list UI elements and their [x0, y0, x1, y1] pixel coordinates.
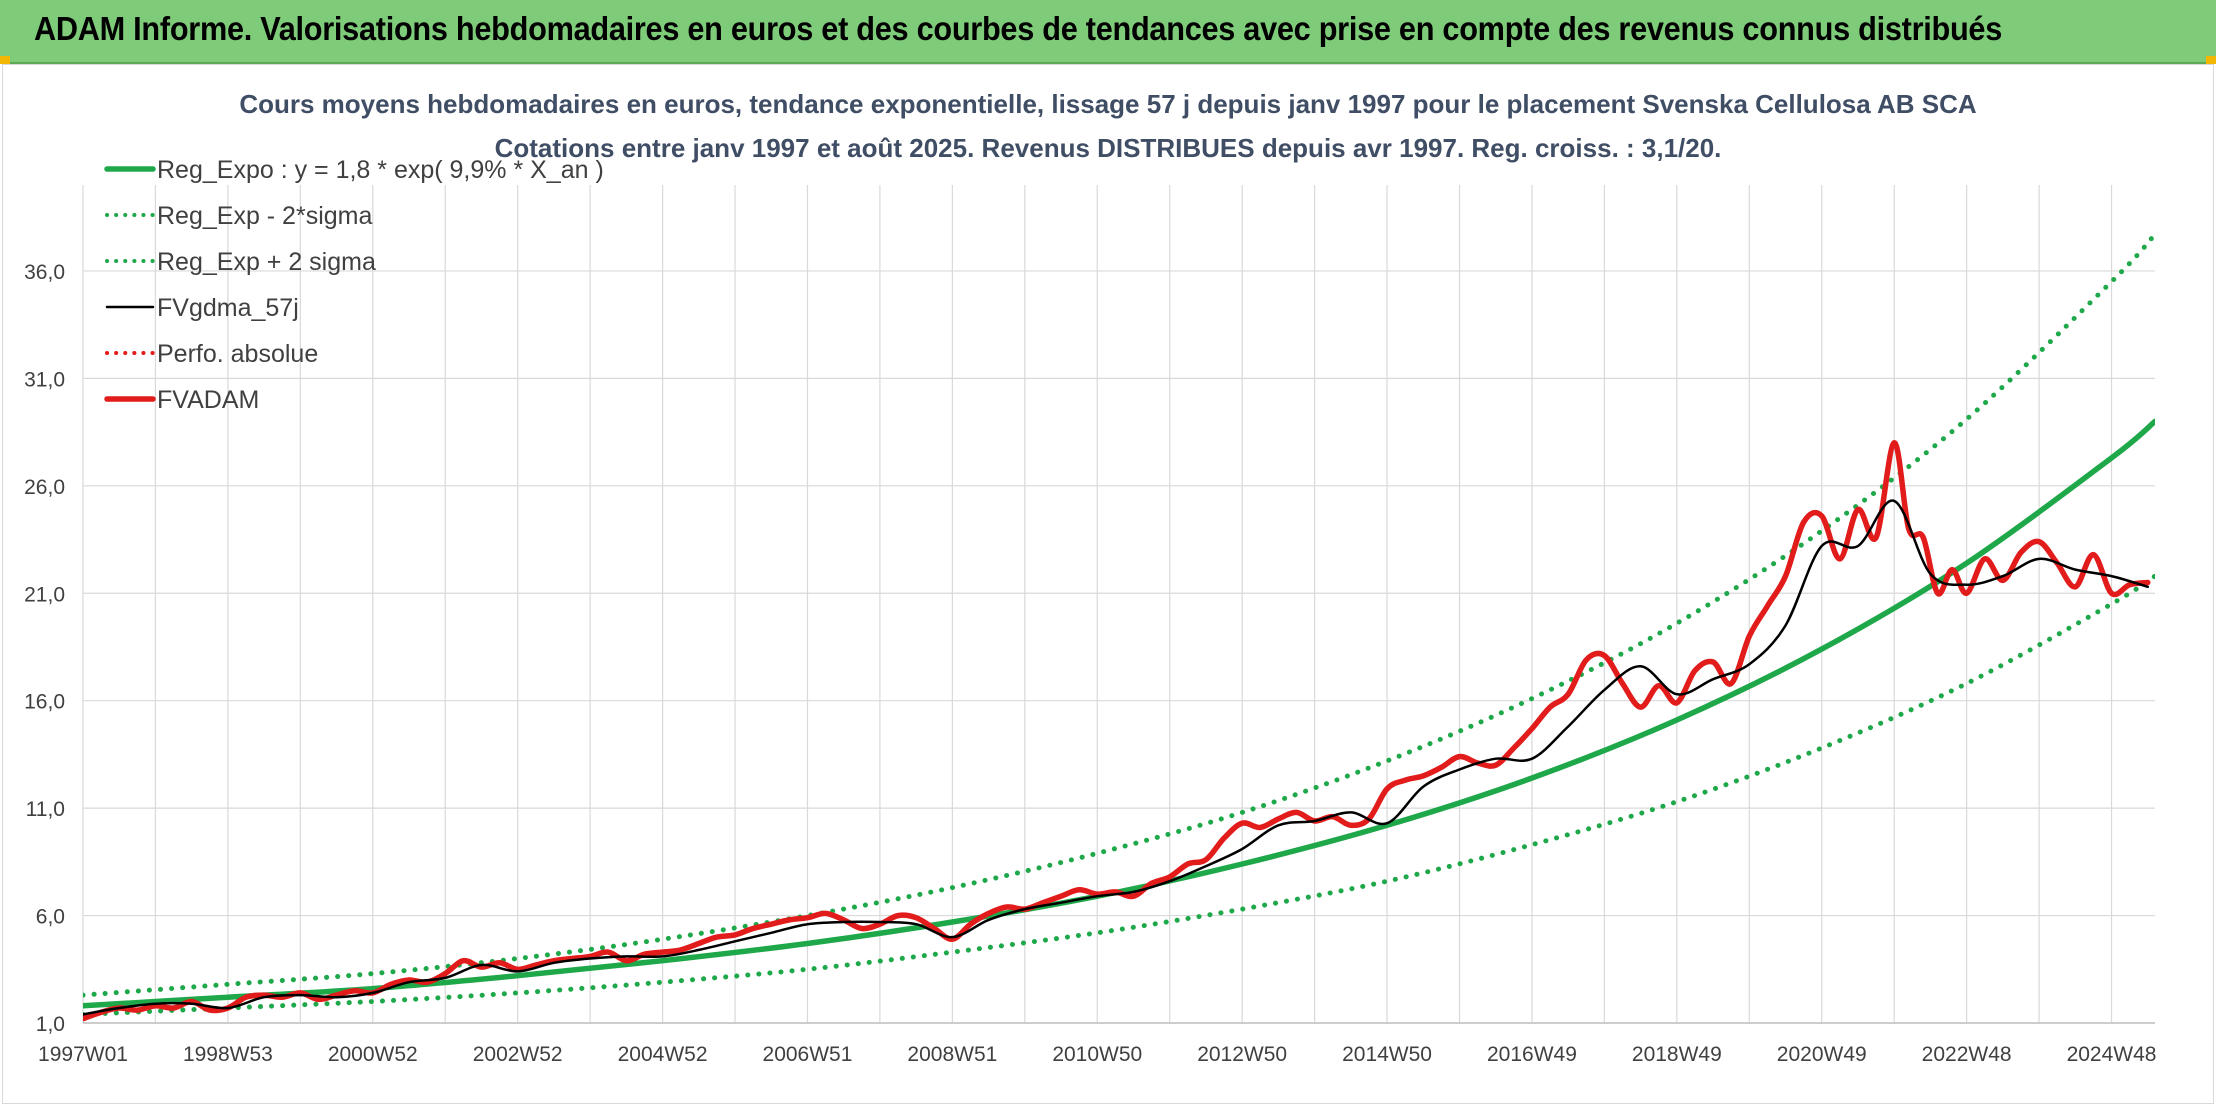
x-tick-label: 2012W50 [1197, 1043, 1287, 1066]
x-tick-label: 2008W51 [907, 1043, 997, 1066]
x-tick-label: 2006W51 [763, 1043, 853, 1066]
y-tick-label: 26,0 [24, 476, 65, 499]
chart-svg: Cours moyens hebdomadaires en euros, ten… [24, 89, 2156, 1066]
x-tick-label: 2016W49 [1487, 1043, 1577, 1066]
x-tick-label: 2020W49 [1777, 1043, 1867, 1066]
x-tick-label: 2000W52 [328, 1043, 418, 1066]
legend-label: FVADAM [157, 386, 259, 414]
report-banner: ADAM Informe. Valorisations hebdomadaire… [0, 0, 2216, 64]
x-tick-label: 1998W53 [183, 1043, 273, 1066]
series-line-5 [83, 440, 2151, 1022]
y-tick-label: 31,0 [24, 368, 65, 391]
legend: Reg_Expo : y = 1,8 * exp( 9,9% * X_an ) R… [104, 156, 604, 414]
x-tick-label: 2002W52 [473, 1043, 563, 1066]
grid [82, 185, 2155, 1024]
x-tick-label: 2014W50 [1342, 1043, 1432, 1066]
legend-label: Perfo. absolue [157, 340, 318, 368]
x-tick-label: 2022W48 [1922, 1043, 2012, 1066]
legend-label: FVgdma_57j [157, 294, 299, 322]
axes: 1,0 6,0 11,0 16,0 21,0 26,0 31,0 36,0 1997W01 199… [24, 261, 2156, 1066]
y-tick-label: 1,0 [36, 1013, 65, 1036]
x-tick-label: 2004W52 [618, 1043, 708, 1066]
corner-marker-right [2206, 56, 2216, 64]
chart-subtitle: Cotations entre janv 1997 et août 2025. … [495, 133, 1722, 163]
report-title: ADAM Informe. Valorisations hebdomadaire… [34, 10, 2003, 47]
legend-label: Reg_Expo : y = 1,8 * exp( 9,9% * X_an ) [157, 156, 604, 184]
x-tick-label: 2018W49 [1632, 1043, 1722, 1066]
y-tick-label: 36,0 [24, 261, 65, 284]
y-tick-label: 21,0 [24, 583, 65, 606]
corner-marker-left [0, 56, 10, 64]
x-tick-label: 2010W50 [1052, 1043, 1142, 1066]
x-tick-label: 2024W48 [2067, 1043, 2157, 1066]
series-line-3 [83, 499, 2150, 1016]
series [83, 231, 2155, 1022]
legend-label: Reg_Exp + 2 sigma [157, 248, 376, 276]
series-line-0 [83, 418, 2155, 1009]
series-line-1 [83, 573, 2155, 1017]
chart-title: Cours moyens hebdomadaires en euros, ten… [239, 89, 1977, 119]
series-line-2 [83, 231, 2155, 998]
y-tick-label: 11,0 [26, 798, 65, 821]
chart-area: Cours moyens hebdomadaires en euros, ten… [2, 64, 2214, 1104]
x-tick-label: 1997W01 [38, 1043, 128, 1066]
legend-label: Reg_Exp - 2*sigma [157, 202, 372, 230]
y-tick-label: 6,0 [36, 906, 65, 929]
y-tick-label: 16,0 [24, 691, 65, 714]
